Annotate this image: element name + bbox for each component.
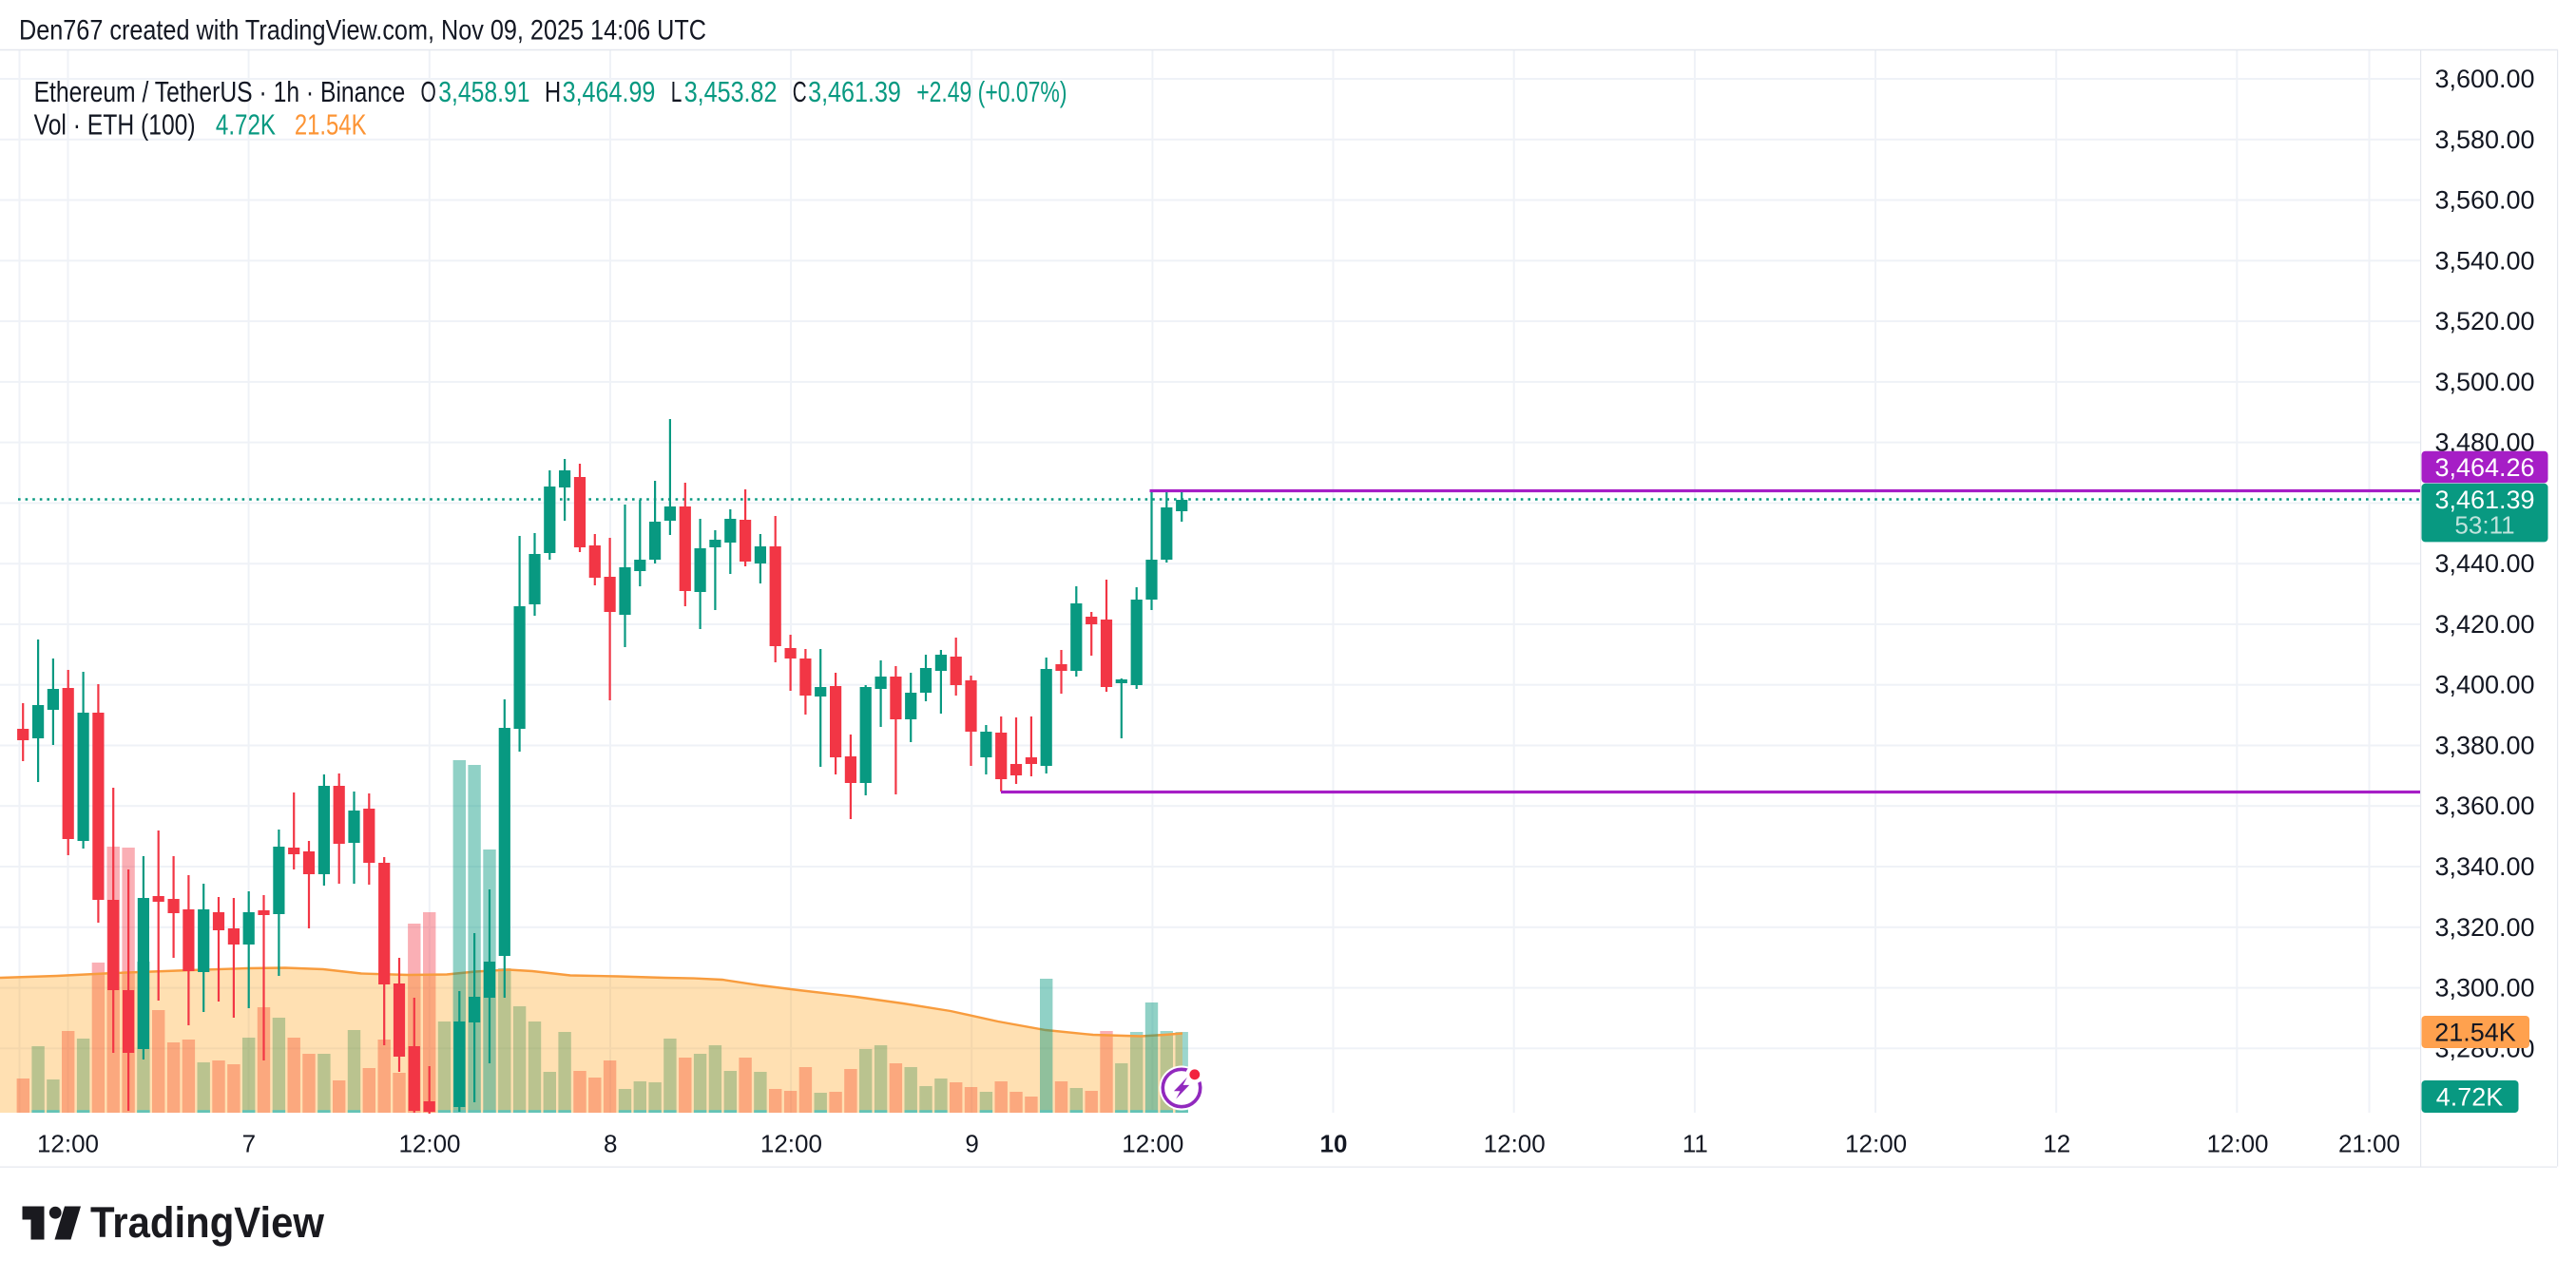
svg-text:3,420.00: 3,420.00	[2434, 610, 2534, 639]
svg-text:3,560.00: 3,560.00	[2434, 186, 2534, 215]
svg-text:21.54K: 21.54K	[2434, 1019, 2516, 1047]
svg-text:8: 8	[604, 1130, 617, 1158]
svg-text:O: O	[421, 75, 436, 108]
svg-text:3,380.00: 3,380.00	[2434, 732, 2534, 760]
svg-text:3,464.99: 3,464.99	[563, 75, 656, 108]
svg-text:12:00: 12:00	[1845, 1130, 1907, 1158]
svg-text:7: 7	[242, 1130, 256, 1158]
svg-text:10: 10	[1320, 1130, 1348, 1158]
svg-text:3,300.00: 3,300.00	[2434, 974, 2534, 1002]
svg-text:9: 9	[965, 1130, 978, 1158]
svg-text:12:00: 12:00	[37, 1130, 99, 1158]
svg-text:L: L	[671, 75, 682, 108]
svg-text:53:11: 53:11	[2454, 511, 2514, 540]
svg-text:3,320.00: 3,320.00	[2434, 913, 2534, 942]
svg-text:Ethereum / TetherUS · 1h · Bin: Ethereum / TetherUS · 1h · Binance	[34, 75, 406, 108]
svg-text:12:00: 12:00	[1484, 1130, 1546, 1158]
svg-text:12:00: 12:00	[2206, 1130, 2268, 1158]
svg-text:3,520.00: 3,520.00	[2434, 307, 2534, 335]
svg-text:4.72K: 4.72K	[2436, 1083, 2504, 1112]
svg-text:Den767 created with TradingVie: Den767 created with TradingView.com, Nov…	[19, 14, 706, 46]
svg-text:3,540.00: 3,540.00	[2434, 246, 2534, 275]
svg-text:3,453.82: 3,453.82	[684, 75, 778, 108]
svg-text:TradingView: TradingView	[90, 1198, 325, 1247]
svg-text:3,340.00: 3,340.00	[2434, 852, 2534, 881]
svg-text:3,600.00: 3,600.00	[2434, 65, 2534, 93]
svg-text:C: C	[793, 75, 807, 108]
svg-text:3,360.00: 3,360.00	[2434, 792, 2534, 820]
svg-text:12:00: 12:00	[1122, 1130, 1183, 1158]
svg-text:3,400.00: 3,400.00	[2434, 671, 2534, 699]
svg-text:4.72K: 4.72K	[216, 108, 276, 142]
svg-text:12:00: 12:00	[398, 1130, 460, 1158]
svg-text:21:00: 21:00	[2338, 1130, 2400, 1158]
svg-text:H: H	[545, 75, 561, 108]
svg-text:11: 11	[1682, 1130, 1708, 1158]
svg-text:Vol · ETH (100): Vol · ETH (100)	[34, 108, 196, 142]
svg-text:3,580.00: 3,580.00	[2434, 125, 2534, 154]
svg-text:3,440.00: 3,440.00	[2434, 549, 2534, 578]
svg-text:3,461.39: 3,461.39	[2434, 486, 2534, 514]
svg-text:3,500.00: 3,500.00	[2434, 368, 2534, 396]
svg-text:3,458.91: 3,458.91	[438, 75, 529, 108]
svg-text:3,461.39: 3,461.39	[808, 75, 901, 108]
svg-text:12: 12	[2043, 1130, 2070, 1158]
svg-text:3,464.26: 3,464.26	[2434, 453, 2534, 482]
svg-text:21.54K: 21.54K	[295, 108, 367, 142]
svg-text:+2.49 (+0.07%): +2.49 (+0.07%)	[916, 75, 1067, 108]
svg-text:12:00: 12:00	[760, 1130, 822, 1158]
